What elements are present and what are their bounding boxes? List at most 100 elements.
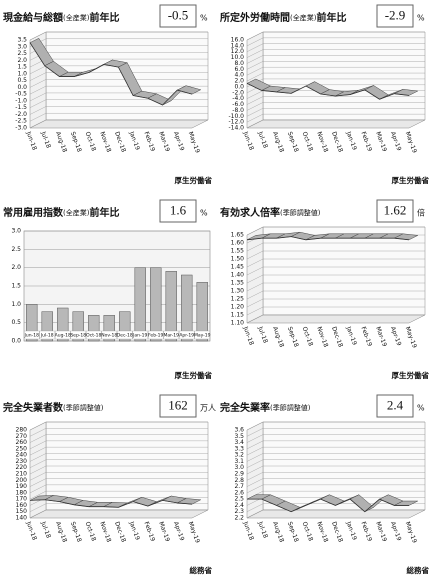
x-tick-label: Dec-18 xyxy=(330,131,344,154)
line xyxy=(246,83,410,100)
bar xyxy=(57,307,69,342)
y-tick-label: 1.65 xyxy=(231,232,245,239)
y-tick-label: -2.0 xyxy=(15,111,27,118)
grid-line xyxy=(29,79,208,88)
grid-line xyxy=(246,446,425,456)
headline-value: -2.9 xyxy=(385,7,406,22)
grid-line xyxy=(246,113,425,123)
grid-line xyxy=(246,61,425,70)
x-tick-label: Jan-19 xyxy=(344,130,357,151)
y-tick-label: 1.15 xyxy=(231,312,245,319)
category-box xyxy=(24,330,40,340)
unit: % xyxy=(200,14,208,23)
floor xyxy=(29,119,209,129)
source: 厚生労働省 xyxy=(392,370,430,380)
x-tick-label: Nov-18 xyxy=(98,521,112,544)
unit: % xyxy=(417,14,425,23)
grid-line xyxy=(246,478,425,487)
category-box xyxy=(179,330,195,340)
y-tick-label: 1.0 xyxy=(11,301,21,308)
category-box xyxy=(148,330,164,340)
source: 総務省 xyxy=(407,565,430,575)
grid-line xyxy=(246,226,425,236)
panel-title: 所定外労働時間(全産業)前年比 xyxy=(220,11,346,24)
y-tick-label: 1.10 xyxy=(231,320,245,327)
x-tick-label: May-19 xyxy=(187,521,201,544)
line xyxy=(29,499,193,508)
y-tick-label: 0.5 xyxy=(11,319,21,326)
category-box xyxy=(55,330,71,340)
x-tick-label: Aug-18 xyxy=(271,131,285,154)
grid-line xyxy=(246,314,425,324)
x-tick-label: Oct-18 xyxy=(301,521,315,543)
bar xyxy=(134,267,146,342)
grid-line xyxy=(246,119,425,129)
x-tick-label: Jan-19 xyxy=(127,520,140,541)
x-tick-label: Mar-19 xyxy=(163,333,179,339)
y-tick-label: 2.5 xyxy=(17,50,27,57)
y-tick-label: 2.8 xyxy=(234,477,244,484)
panel-title: 有効求人倍率(季節調整値) xyxy=(220,206,321,219)
panel: 有効求人倍率(季節調整値) 1.62 倍厚生労働省1.101.151.201.251… xyxy=(220,199,430,380)
grid-line xyxy=(246,509,425,519)
value-box xyxy=(376,199,414,223)
unit: % xyxy=(417,404,425,413)
x-tick-label: Mar-19 xyxy=(157,131,171,153)
y-tick-label: 2.7 xyxy=(234,483,244,490)
grid-line xyxy=(246,421,425,431)
category-box xyxy=(117,330,133,340)
x-tick-label: Nov-18 xyxy=(315,326,329,349)
y-tick-label: 2.3 xyxy=(234,508,244,515)
grid-line xyxy=(246,459,425,468)
title-part: (季節調整値) xyxy=(63,403,104,412)
title-part: 完全失業率 xyxy=(220,401,270,414)
y-tick-label: -2.5 xyxy=(15,118,27,125)
x-tick-label: Aug-18 xyxy=(271,521,285,544)
y-tick-label: 210 xyxy=(16,471,28,478)
title-part: 前年比 xyxy=(89,206,119,219)
unit: 倍 xyxy=(417,208,425,218)
grid-line xyxy=(246,96,425,105)
y-tick-label: 170 xyxy=(16,496,28,503)
y-tick-label: -8.0 xyxy=(232,107,244,114)
grid-line xyxy=(246,434,425,443)
y-tick-label: 2.9 xyxy=(234,471,244,478)
y-tick-label: -6.0 xyxy=(232,101,244,108)
panel-title: 完全失業者数(季節調整値) xyxy=(3,401,104,414)
grid-line xyxy=(246,258,425,268)
source: 総務省 xyxy=(190,565,213,575)
y-tick-label: 6.0 xyxy=(234,66,244,73)
y-tick-label: 1.30 xyxy=(231,288,245,295)
y-tick-label: 2.5 xyxy=(234,496,244,503)
y-tick-label: 3.4 xyxy=(234,439,244,446)
grid-line xyxy=(246,282,425,292)
x-tick-label: Apr-19 xyxy=(172,521,185,542)
x-tick-label: Jan-19 xyxy=(132,333,147,339)
y-tick-label: 2.0 xyxy=(17,57,27,64)
x-tick-label: Apr-19 xyxy=(179,333,194,339)
bar xyxy=(119,311,131,342)
grid-line xyxy=(29,106,208,115)
x-tick-label: May-19 xyxy=(404,131,418,154)
x-tick-label: Mar-19 xyxy=(157,521,171,543)
x-tick-label: Dec-18 xyxy=(330,521,344,544)
x-tick-label: May-19 xyxy=(187,131,201,154)
y-tick-label: 12.0 xyxy=(231,48,245,55)
grid-line xyxy=(246,250,425,260)
x-tick-label: Jul-18 xyxy=(256,325,269,345)
x-tick-label: Aug-18 xyxy=(271,326,285,349)
panel-title: 現金給与総額(全産業)前年比 xyxy=(3,11,119,24)
grid-line xyxy=(246,102,425,111)
y-tick-label: 2.4 xyxy=(234,502,244,509)
x-tick-label: Jun-18 xyxy=(24,333,40,339)
y-tick-label: -0.5 xyxy=(15,91,27,98)
x-tick-label: Oct-18 xyxy=(84,131,98,153)
grid-line xyxy=(246,428,425,437)
y-tick-label: 14.0 xyxy=(231,42,245,49)
x-tick-label: Mar-19 xyxy=(374,131,388,153)
bar xyxy=(150,267,162,342)
x-tick-label: Jan-19 xyxy=(344,520,357,541)
x-tick-label: Aug-18 xyxy=(54,521,68,544)
title-part: 常用雇用指数 xyxy=(3,206,64,219)
